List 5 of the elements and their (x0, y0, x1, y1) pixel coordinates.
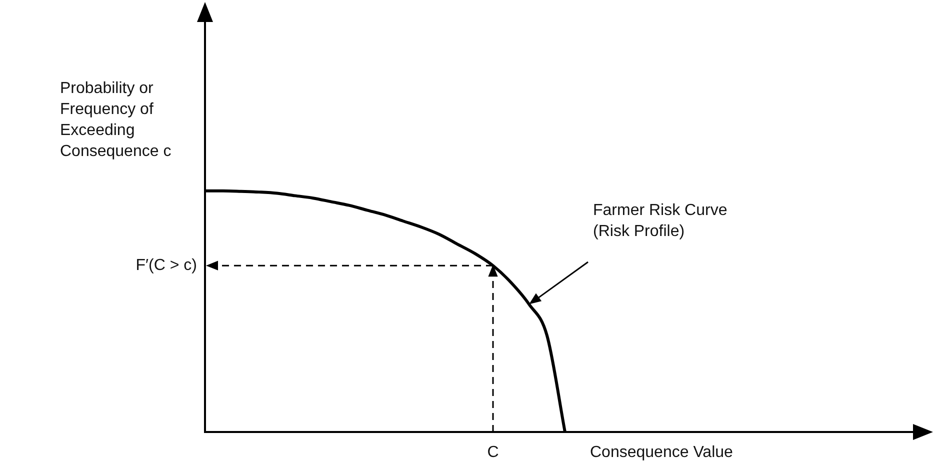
text: F′(C > c) (136, 256, 197, 276)
text: C (487, 443, 499, 463)
x-axis-title: Consequence Value (590, 443, 733, 463)
y-axis-title: Probability or Frequency of Exceeding Consequence c (60, 79, 172, 162)
text: Farmer Risk Curve (Risk Profile) (593, 201, 728, 242)
